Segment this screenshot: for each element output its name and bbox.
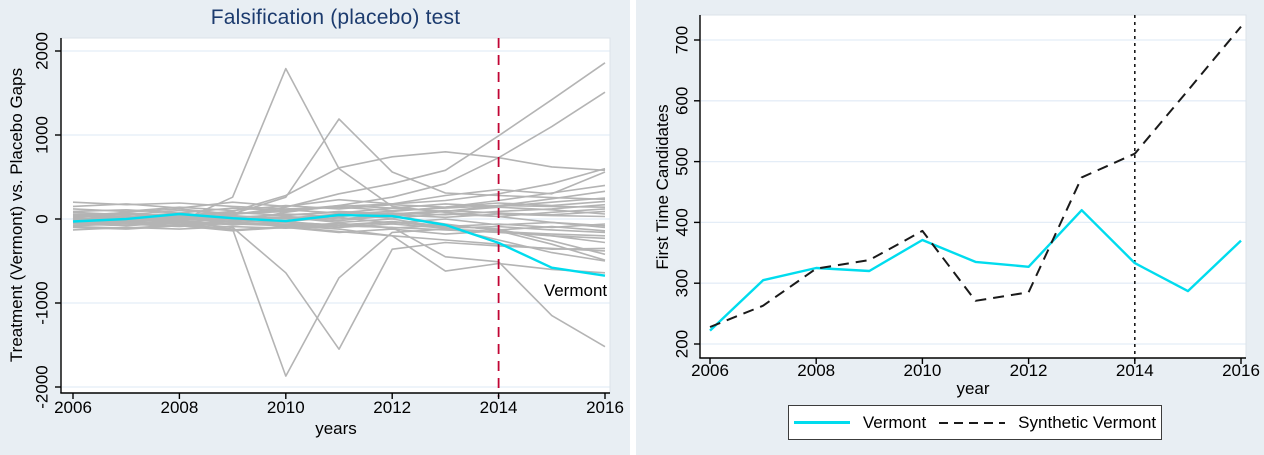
x-tick-label: 2016 [1222, 361, 1260, 380]
right-y-axis-title: First Time Candidates [653, 104, 672, 270]
x-tick-label: 2010 [267, 398, 305, 417]
legend-item-vermont: Vermont [793, 412, 927, 433]
placebo-line [72, 215, 606, 262]
x-tick-label: 2008 [160, 398, 198, 417]
placebo-line [72, 220, 606, 232]
legend-swatch-synthetic-line [939, 421, 1006, 424]
y-tick-label: 300 [673, 269, 692, 297]
left-y-axis-title: Treatment (Vermont) vs. Placebo Gaps [7, 67, 26, 363]
placebo-line [72, 171, 606, 209]
y-tick-label: 200 [673, 330, 692, 358]
legend-label-vermont: Vermont [862, 412, 927, 432]
placebo-chart-panel: -2000 -1000 0 1000 2000 2006 2008 2010 2012 2014 2… [0, 0, 630, 455]
x-tick-label: 2014 [1116, 361, 1154, 380]
right-x-axis-title: year [956, 379, 990, 398]
candidates-chart-panel: 200 300 400 500 600 700 2006 2008 2010 2012 2014 20… [636, 0, 1264, 455]
y-tick-label: 0 [33, 214, 52, 223]
left-chart-title: Falsification (placebo) test [210, 6, 461, 29]
x-tick-label: 2010 [903, 361, 941, 380]
candidates-chart-plot: 200 300 400 500 600 700 2006 2008 2010 2012 2014 20… [673, 14, 1260, 380]
vermont-line [72, 212, 606, 277]
vermont-annotation: Vermont [543, 281, 608, 301]
left-x-axis-title: years [315, 419, 357, 438]
y-tick-label: 600 [673, 87, 692, 115]
legend-label-synthetic: Synthetic Vermont [1018, 412, 1157, 432]
synthetic-vermont-line [709, 25, 1242, 328]
legend: Vermont Synthetic Vermont [788, 405, 1162, 440]
vermont-line [709, 208, 1242, 332]
plot-background [700, 15, 1246, 358]
legend-swatch-vermont-line [793, 421, 850, 424]
placebo-line [72, 219, 606, 229]
x-tick-label: 2014 [480, 398, 518, 417]
x-tick-label: 2006 [691, 361, 729, 380]
x-tick-label: 2016 [586, 398, 624, 417]
placebo-line [72, 206, 606, 216]
y-tick-label: 400 [673, 208, 692, 236]
placebo-chart-plot: -2000 -1000 0 1000 2000 2006 2008 2010 2012 2014 2… [33, 32, 624, 417]
placebo-line [72, 200, 606, 213]
x-tick-label: 2008 [797, 361, 835, 380]
y-tick-label: -1000 [33, 281, 52, 324]
y-tick-label: 1000 [33, 116, 52, 154]
placebo-line [72, 224, 606, 250]
y-tick-label: 2000 [33, 32, 52, 70]
y-tick-label: 700 [673, 26, 692, 54]
legend-item-synthetic: Synthetic Vermont [939, 413, 1156, 433]
x-tick-label: 2006 [54, 398, 92, 417]
x-tick-label: 2012 [1010, 361, 1048, 380]
y-tick-label: -2000 [33, 365, 52, 408]
x-tick-label: 2012 [373, 398, 411, 417]
y-tick-label: 500 [673, 147, 692, 175]
